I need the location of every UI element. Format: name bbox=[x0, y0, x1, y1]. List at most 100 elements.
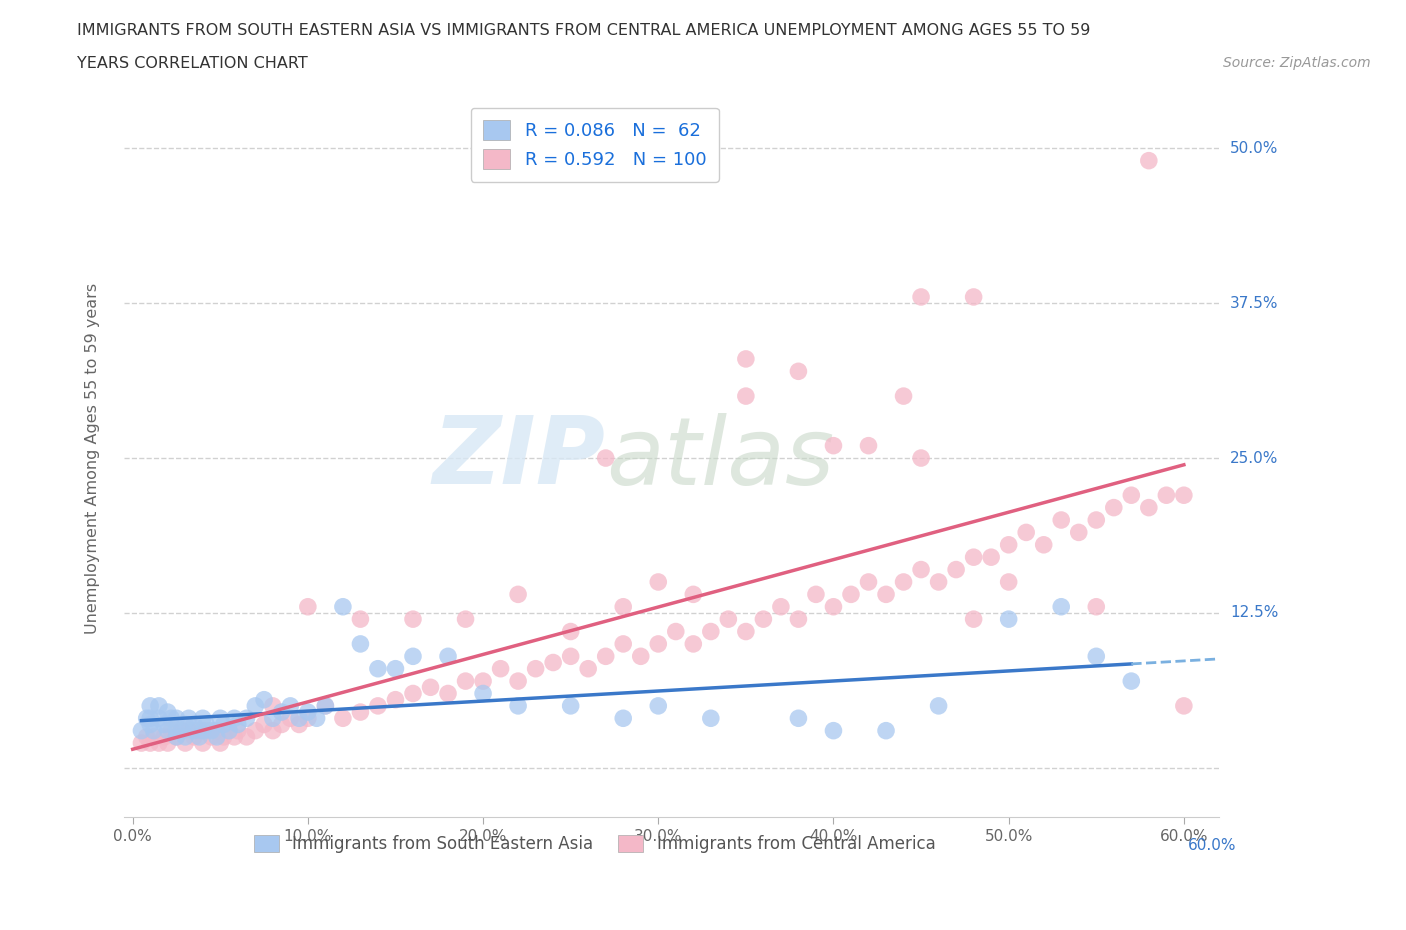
Point bbox=[174, 729, 197, 744]
Point bbox=[875, 724, 897, 738]
Point bbox=[200, 729, 222, 744]
Point bbox=[980, 550, 1002, 565]
Point bbox=[139, 711, 162, 725]
Point bbox=[752, 612, 775, 627]
Point bbox=[142, 724, 165, 738]
Point bbox=[734, 624, 756, 639]
Point bbox=[997, 612, 1019, 627]
Point bbox=[170, 724, 193, 738]
Point bbox=[156, 724, 179, 738]
Point bbox=[910, 289, 932, 304]
Point bbox=[682, 636, 704, 651]
Point bbox=[224, 711, 246, 725]
Point bbox=[524, 661, 547, 676]
Point bbox=[839, 587, 862, 602]
Point bbox=[595, 451, 617, 466]
Point bbox=[962, 550, 984, 565]
Point bbox=[1156, 488, 1178, 503]
Point bbox=[1137, 500, 1160, 515]
Point bbox=[910, 451, 932, 466]
Point bbox=[384, 692, 406, 707]
Point bbox=[1015, 525, 1038, 539]
Point bbox=[139, 736, 162, 751]
Point bbox=[280, 698, 302, 713]
Text: atlas: atlas bbox=[606, 413, 834, 503]
Point bbox=[612, 711, 634, 725]
Point bbox=[454, 673, 477, 688]
Point bbox=[928, 698, 950, 713]
Point bbox=[612, 636, 634, 651]
Point bbox=[205, 729, 228, 744]
Text: 12.5%: 12.5% bbox=[1230, 605, 1278, 620]
Point bbox=[506, 698, 529, 713]
Point bbox=[174, 717, 197, 732]
Point bbox=[166, 711, 188, 725]
Point bbox=[823, 724, 845, 738]
Point bbox=[419, 680, 441, 695]
Point bbox=[253, 692, 276, 707]
Point bbox=[156, 705, 179, 720]
Point bbox=[893, 575, 915, 590]
Point bbox=[332, 599, 354, 614]
Point bbox=[910, 562, 932, 577]
Point bbox=[200, 724, 222, 738]
Point bbox=[188, 724, 211, 738]
Point bbox=[270, 717, 292, 732]
Point bbox=[858, 575, 880, 590]
Point bbox=[156, 736, 179, 751]
Point bbox=[131, 736, 153, 751]
Point bbox=[205, 724, 228, 738]
Point bbox=[183, 717, 205, 732]
Point bbox=[212, 717, 235, 732]
Point bbox=[700, 624, 723, 639]
Point bbox=[195, 724, 218, 738]
Point bbox=[402, 612, 425, 627]
Point bbox=[1102, 500, 1125, 515]
Text: 37.5%: 37.5% bbox=[1230, 296, 1278, 311]
Point bbox=[212, 729, 235, 744]
Point bbox=[1173, 698, 1195, 713]
Point bbox=[1085, 649, 1108, 664]
Text: IMMIGRANTS FROM SOUTH EASTERN ASIA VS IMMIGRANTS FROM CENTRAL AMERICA UNEMPLOYME: IMMIGRANTS FROM SOUTH EASTERN ASIA VS IM… bbox=[77, 23, 1091, 38]
Point bbox=[437, 686, 460, 701]
Point bbox=[1032, 538, 1054, 552]
Point bbox=[332, 711, 354, 725]
Point bbox=[153, 729, 176, 744]
Point bbox=[506, 673, 529, 688]
Point bbox=[734, 389, 756, 404]
Point bbox=[541, 655, 564, 670]
Point bbox=[170, 724, 193, 738]
Point bbox=[288, 711, 311, 725]
Point bbox=[717, 612, 740, 627]
Point bbox=[1121, 488, 1143, 503]
Point bbox=[153, 717, 176, 732]
Point bbox=[769, 599, 792, 614]
Point bbox=[148, 736, 170, 751]
Point bbox=[183, 729, 205, 744]
Point bbox=[177, 724, 200, 738]
Point bbox=[131, 724, 153, 738]
Point bbox=[188, 729, 211, 744]
Point bbox=[297, 705, 319, 720]
Point bbox=[245, 724, 267, 738]
Point bbox=[787, 364, 810, 379]
Point bbox=[224, 729, 246, 744]
Text: Source: ZipAtlas.com: Source: ZipAtlas.com bbox=[1223, 56, 1371, 70]
Point bbox=[1050, 599, 1073, 614]
Point bbox=[823, 438, 845, 453]
Text: ZIP: ZIP bbox=[433, 412, 606, 504]
Point bbox=[160, 724, 183, 738]
Point bbox=[139, 698, 162, 713]
Point bbox=[245, 698, 267, 713]
Point bbox=[962, 289, 984, 304]
Point bbox=[209, 736, 232, 751]
Point bbox=[166, 729, 188, 744]
Point bbox=[647, 698, 669, 713]
Point bbox=[218, 724, 240, 738]
Point bbox=[928, 575, 950, 590]
Point bbox=[367, 698, 389, 713]
Point bbox=[166, 729, 188, 744]
Point bbox=[454, 612, 477, 627]
Point bbox=[893, 389, 915, 404]
Text: 60.0%: 60.0% bbox=[1188, 838, 1236, 853]
